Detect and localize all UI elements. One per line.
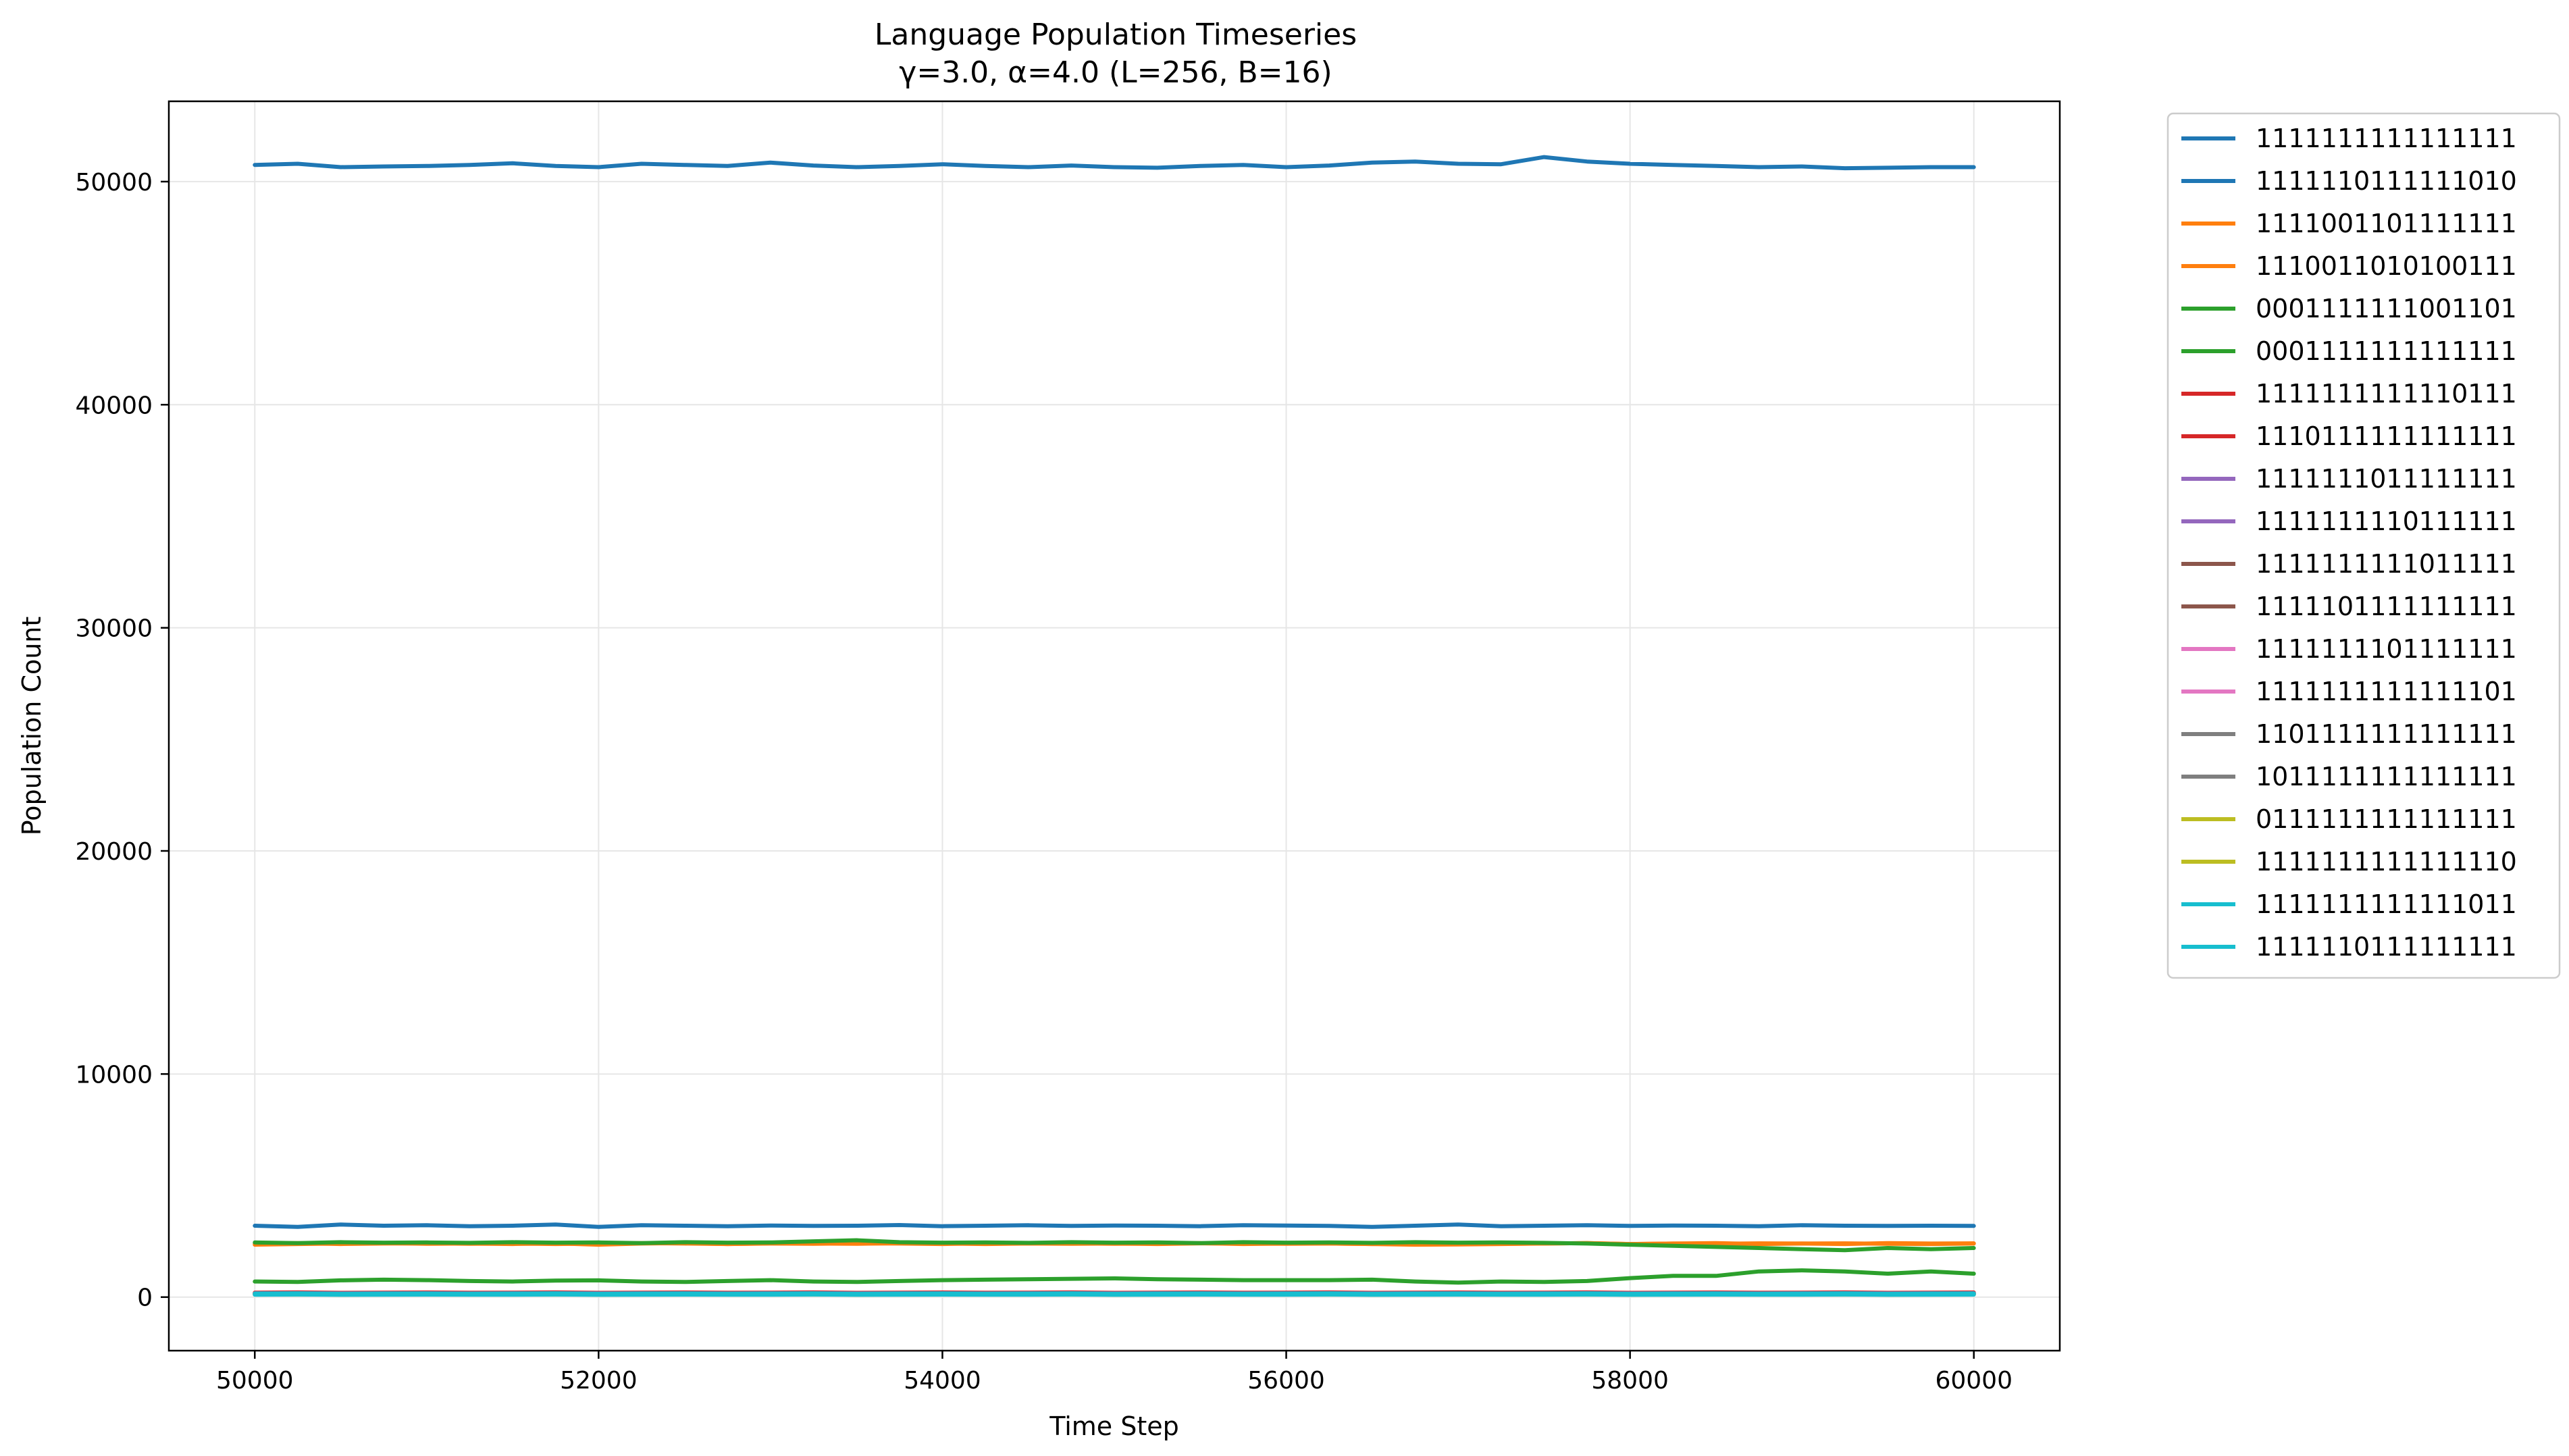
legend-frame bbox=[2166, 112, 2561, 979]
legend: 1111111111111111 1111110111111010 11110011… bbox=[2166, 112, 2561, 979]
legend-label: 1111001101111111 bbox=[2256, 209, 2517, 238]
legend-label: 0111111111111111 bbox=[2256, 804, 2517, 834]
legend-label: 1111111101111111 bbox=[2256, 634, 2517, 664]
y-axis-label: Population Count bbox=[17, 617, 47, 836]
series-line-1 bbox=[253, 155, 1976, 171]
x-axis-label: Time Step bbox=[1049, 1411, 1179, 1441]
legend-label: 1101111111111111 bbox=[2256, 719, 2517, 749]
legend-label: 1111111111111011 bbox=[2256, 889, 2517, 919]
x-tick-label: 52000 bbox=[560, 1367, 638, 1395]
plot-lines bbox=[253, 155, 1976, 1297]
chart-title: Language Population Timeseries bbox=[875, 18, 1357, 52]
legend-label: 1111111111111101 bbox=[2256, 677, 2517, 706]
series-line-2 bbox=[253, 1222, 1976, 1229]
x-tick-label: 56000 bbox=[1247, 1367, 1325, 1395]
chart-subtitle: γ=3.0, α=4.0 (L=256, B=16) bbox=[899, 55, 1332, 90]
legend-entries: 1111111111111111 1111110111111010 11110011… bbox=[2181, 124, 2517, 962]
y-tick-label: 40000 bbox=[75, 392, 153, 419]
legend-label: 1110111111111111 bbox=[2256, 421, 2517, 451]
gridlines bbox=[169, 101, 2060, 1351]
x-tick-label: 54000 bbox=[904, 1367, 981, 1395]
y-tick-label: 10000 bbox=[75, 1061, 153, 1089]
x-tick-label: 60000 bbox=[1935, 1367, 2013, 1395]
legend-label: 0001111111001101 bbox=[2256, 294, 2517, 323]
legend-label: 0001111111111111 bbox=[2256, 336, 2517, 366]
legend-label: 1111111111110111 bbox=[2256, 379, 2517, 409]
legend-label: 1111111111011111 bbox=[2256, 549, 2517, 579]
legend-label: 1111110111111010 bbox=[2256, 166, 2517, 196]
y-tick-label: 20000 bbox=[75, 838, 153, 866]
series-line-6 bbox=[253, 1268, 1976, 1285]
legend-label: 1110011010100111 bbox=[2256, 251, 2517, 281]
axis-ticks: 50000 52000 54000 56000 58000 60000 0 10000 2000… bbox=[75, 169, 2013, 1395]
legend-label: 1111111111111111 bbox=[2256, 124, 2517, 153]
plot-frame bbox=[167, 100, 2061, 1352]
series-line-5 bbox=[253, 1238, 1976, 1253]
legend-label: 1111111111111110 bbox=[2256, 847, 2517, 877]
legend-label: 1011111111111111 bbox=[2256, 762, 2517, 791]
x-tick-label: 58000 bbox=[1591, 1367, 1669, 1395]
legend-label: 1111101111111111 bbox=[2256, 592, 2517, 621]
y-tick-label: 30000 bbox=[75, 615, 153, 643]
x-tick-label: 50000 bbox=[216, 1367, 294, 1395]
y-tick-label: 0 bbox=[137, 1284, 153, 1312]
legend-label: 1111110111111111 bbox=[2256, 932, 2517, 962]
legend-label: 1111111110111111 bbox=[2256, 506, 2517, 536]
y-tick-label: 50000 bbox=[75, 169, 153, 197]
legend-label: 1111111011111111 bbox=[2256, 464, 2517, 494]
